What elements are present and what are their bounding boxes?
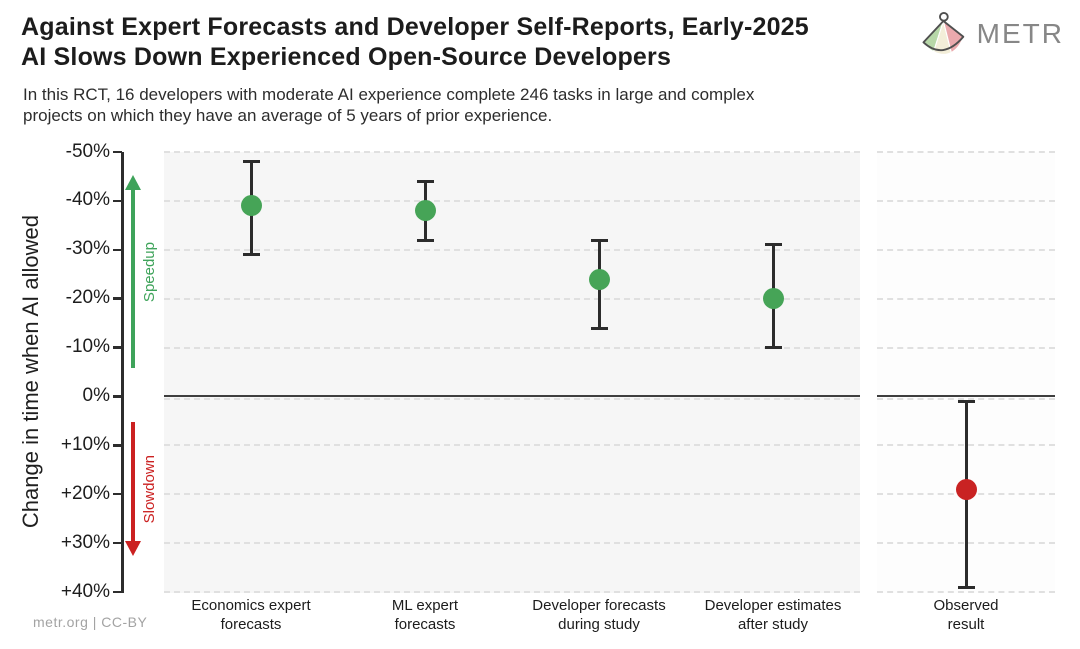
y-axis-spine — [121, 152, 124, 593]
y-axis-tick-label: -40% — [65, 189, 110, 211]
chart-title-line2: AI Slows Down Experienced Open-Source De… — [21, 43, 672, 71]
gridline — [164, 493, 860, 496]
x-axis-label-developer-forecasts-during-study: Developer forecasts during study — [532, 597, 666, 633]
y-axis-tick — [113, 248, 122, 252]
error-bar-cap-bottom — [590, 326, 608, 330]
y-axis-tick-label: +20% — [60, 482, 110, 504]
y-axis-tick — [113, 150, 122, 154]
y-axis-tick — [113, 590, 122, 594]
y-axis-tick — [113, 541, 122, 545]
x-axis-label-developer-estimates-after-study: Developer estimates after study — [704, 597, 842, 633]
gridline — [164, 542, 860, 545]
y-axis-tick-label: -30% — [65, 238, 110, 260]
chart-subtitle: In this RCT, 16 developers with moderate… — [23, 84, 963, 126]
error-bar-cap-bottom — [416, 238, 434, 242]
chart-title-line1: Against Expert Forecasts and Developer S… — [21, 13, 809, 41]
y-axis-tick-label: 0% — [82, 384, 110, 406]
error-bar-cap-bottom — [764, 346, 782, 350]
slowdown-annotation-text: Slowdown — [141, 454, 158, 524]
data-point-ml-expert-forecasts — [414, 200, 436, 222]
error-bar-cap-top — [957, 399, 975, 403]
slowdown-arrowhead-icon — [125, 541, 141, 556]
slowdown-annotation: Slowdown — [141, 430, 161, 548]
data-point-developer-forecasts-during-study — [588, 268, 610, 290]
gridline — [164, 297, 860, 300]
error-bar-cap-top — [242, 160, 260, 164]
gridline — [877, 151, 1055, 153]
zero-gridline-dash — [164, 397, 860, 400]
error-bar-cap-top — [590, 238, 608, 242]
y-axis-tick-label: -50% — [65, 140, 110, 162]
error-bar-cap-bottom — [242, 253, 260, 257]
gridline — [877, 297, 1055, 300]
y-axis-tick — [113, 199, 122, 203]
error-bar-cap-top — [416, 179, 434, 183]
y-axis-tick-label: -20% — [65, 287, 110, 309]
gridline — [164, 199, 860, 202]
y-axis-tick-label: -10% — [65, 336, 110, 358]
speedup-arrowhead-icon — [125, 175, 141, 190]
data-point-economics-expert-forecasts — [240, 195, 262, 217]
gridline — [877, 199, 1055, 202]
chart-subtitle-line2: projects on which they have an average o… — [23, 106, 553, 125]
gridline — [164, 346, 860, 349]
gridline — [877, 346, 1055, 349]
attribution: metr.org | CC-BY — [33, 614, 148, 630]
chart-subtitle-line1: In this RCT, 16 developers with moderate… — [23, 85, 755, 104]
data-point-observed-result — [955, 478, 977, 500]
plot-area-forecasts — [164, 152, 860, 593]
metr-logo: METR — [916, 10, 1064, 58]
y-axis-tick-label: +40% — [60, 580, 110, 602]
slowdown-arrow — [131, 422, 135, 542]
gridline — [877, 591, 1055, 593]
y-axis-tick — [113, 492, 122, 496]
x-axis-label-economics-expert-forecasts: Economics expert forecasts — [191, 597, 311, 633]
y-axis-tick-label: +10% — [60, 433, 110, 455]
y-axis-tick — [113, 346, 122, 349]
chart-title: Against Expert Forecasts and Developer S… — [21, 12, 901, 72]
y-axis-tick — [113, 444, 122, 447]
gridline — [164, 248, 860, 251]
metr-pendulum-icon — [922, 11, 964, 55]
y-axis-tick-label: +30% — [60, 531, 110, 553]
y-axis-tick — [113, 395, 122, 398]
y-axis-title-text: Change in time when AI allowed — [18, 215, 43, 529]
data-point-developer-estimates-after-study — [762, 288, 784, 310]
speedup-annotation-text: Speedup — [141, 241, 158, 303]
speedup-arrow — [131, 189, 135, 368]
y-axis-tick — [113, 297, 122, 300]
y-axis-title: Change in time when AI allowed — [16, 152, 46, 592]
zero-gridline-dash — [877, 397, 1055, 400]
zero-line — [877, 395, 1055, 398]
error-bar-cap-top — [764, 243, 782, 247]
error-bar-cap-bottom — [957, 585, 975, 589]
gridline — [877, 248, 1055, 251]
x-axis-label-observed-result: Observed result — [933, 597, 999, 633]
metr-logo-text: METR — [976, 18, 1064, 49]
gridline — [164, 151, 860, 153]
speedup-annotation: Speedup — [141, 214, 161, 330]
gridline — [164, 444, 860, 447]
x-axis-label-ml-expert-forecasts: ML expert forecasts — [391, 597, 459, 633]
gridline — [164, 591, 860, 593]
zero-line — [164, 395, 860, 398]
